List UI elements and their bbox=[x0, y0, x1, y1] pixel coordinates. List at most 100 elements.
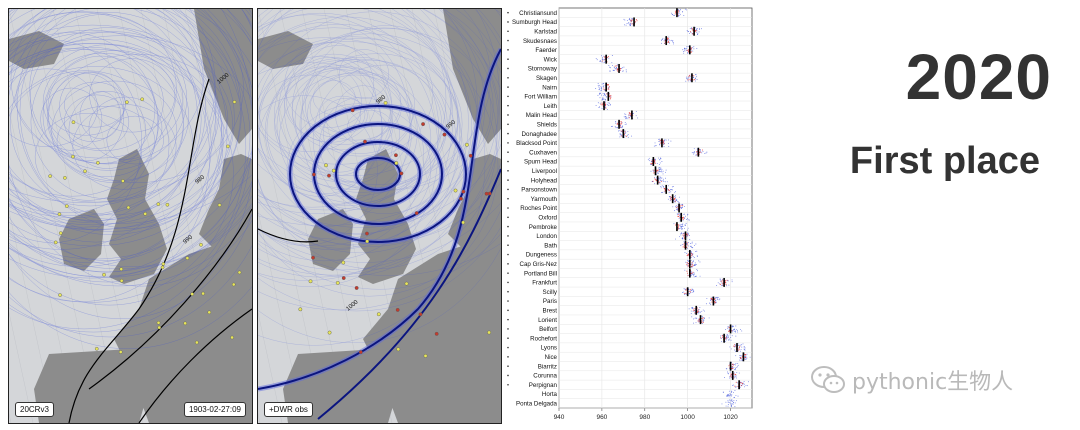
station-dot bbox=[57, 212, 62, 216]
ensemble-point bbox=[674, 197, 676, 199]
analysis-point bbox=[738, 349, 740, 351]
station-label: Bath bbox=[544, 242, 557, 249]
ensemble-point bbox=[609, 103, 611, 105]
ensemble-isobar bbox=[10, 31, 217, 216]
ensemble-point bbox=[663, 146, 665, 147]
ensemble-point bbox=[627, 136, 629, 138]
ensemble-point bbox=[694, 276, 696, 278]
ensemble-isobar bbox=[9, 32, 159, 213]
ensemble-isobar bbox=[265, 58, 418, 205]
analysis-point bbox=[741, 382, 743, 384]
ensemble-point bbox=[734, 330, 736, 332]
analysis-point bbox=[620, 68, 622, 70]
ensemble-point bbox=[724, 377, 726, 379]
analysis-point bbox=[689, 290, 691, 292]
ensemble-point bbox=[678, 228, 680, 230]
ensemble-point bbox=[685, 288, 686, 290]
ensemble-point bbox=[690, 80, 691, 82]
ensemble-point bbox=[693, 151, 695, 152]
ensemble-point bbox=[697, 270, 699, 272]
ensemble-point bbox=[715, 300, 717, 302]
ensemble-point bbox=[695, 250, 697, 252]
ensemble-point bbox=[733, 392, 734, 394]
ensemble-isobar bbox=[258, 38, 463, 210]
ensemble-point bbox=[665, 169, 667, 171]
ensemble-point bbox=[657, 172, 659, 174]
ensemble-isobar bbox=[258, 65, 424, 249]
ensemble-isobar bbox=[258, 9, 459, 240]
ensemble-point bbox=[623, 116, 625, 118]
ensemble-isobar bbox=[258, 9, 460, 278]
station-dot bbox=[327, 330, 332, 335]
ensemble-point bbox=[729, 334, 731, 336]
analysis-point bbox=[677, 9, 679, 12]
continent-land bbox=[363, 237, 501, 423]
ensemble-point bbox=[604, 98, 606, 100]
ensemble-point bbox=[629, 18, 631, 19]
analysis-point bbox=[620, 126, 622, 128]
ensemble-point bbox=[694, 262, 696, 264]
analysis-point bbox=[679, 206, 681, 208]
ensemble-point bbox=[679, 14, 681, 16]
ensemble-point bbox=[719, 278, 721, 280]
ensemble-point bbox=[684, 205, 686, 207]
analysis-point bbox=[701, 320, 703, 322]
ensemble-point bbox=[659, 168, 661, 170]
analysis-point bbox=[735, 381, 737, 383]
ensemble-point bbox=[693, 272, 695, 274]
analysis-point bbox=[607, 55, 609, 58]
station-dot bbox=[394, 153, 398, 158]
analysis-point bbox=[667, 38, 669, 40]
ensemble-point bbox=[693, 290, 695, 292]
ensemble-point bbox=[661, 177, 663, 179]
ensemble-point bbox=[693, 276, 695, 278]
station-dot bbox=[465, 142, 469, 147]
ensemble-point bbox=[670, 39, 672, 41]
ensemble-point bbox=[670, 191, 672, 193]
ensemble-point bbox=[723, 391, 724, 393]
ensemble-point bbox=[625, 123, 627, 125]
analysis-point bbox=[701, 149, 704, 151]
station-bullet bbox=[507, 337, 509, 340]
analysis-point bbox=[731, 368, 733, 370]
ensemble-point bbox=[686, 45, 688, 47]
ensemble-point bbox=[611, 125, 613, 127]
analysis-point bbox=[692, 265, 694, 267]
station-dot bbox=[64, 204, 69, 208]
ensemble-point bbox=[728, 338, 730, 340]
mean-isobar bbox=[258, 228, 319, 243]
ensemble-point bbox=[671, 12, 673, 14]
ensemble-point bbox=[615, 121, 617, 123]
ensemble-point bbox=[627, 131, 629, 132]
ensemble-point bbox=[687, 219, 689, 221]
station-dot bbox=[484, 191, 489, 196]
analysis-point bbox=[693, 79, 695, 81]
ensemble-point bbox=[626, 135, 628, 137]
ensemble-point bbox=[704, 152, 706, 154]
station-dot bbox=[63, 176, 67, 180]
ensemble-point bbox=[734, 390, 736, 391]
station-dot bbox=[156, 320, 161, 325]
station-bullet bbox=[507, 188, 509, 191]
station-label: Sumburgh Head bbox=[512, 19, 558, 26]
ensemble-point bbox=[734, 375, 736, 377]
ensemble-point bbox=[672, 40, 674, 41]
ensemble-point bbox=[694, 77, 696, 79]
analysis-point bbox=[733, 345, 735, 347]
ensemble-point bbox=[693, 77, 694, 79]
station-dot bbox=[365, 239, 370, 244]
ensemble-point bbox=[693, 48, 695, 50]
station-bullet bbox=[507, 132, 509, 135]
ensemble-point bbox=[734, 386, 736, 388]
station-dot bbox=[183, 321, 187, 326]
station-label: Portland Bill bbox=[524, 270, 557, 277]
ensemble-point bbox=[678, 15, 679, 17]
ensemble-point bbox=[731, 279, 733, 281]
analysis-point bbox=[675, 224, 677, 226]
station-bullet bbox=[507, 86, 509, 88]
station-label: Biarritz bbox=[538, 363, 557, 370]
ensemble-point bbox=[701, 322, 703, 324]
station-label: London bbox=[536, 233, 557, 240]
station-dot bbox=[423, 353, 428, 358]
analysis-point bbox=[616, 123, 618, 126]
